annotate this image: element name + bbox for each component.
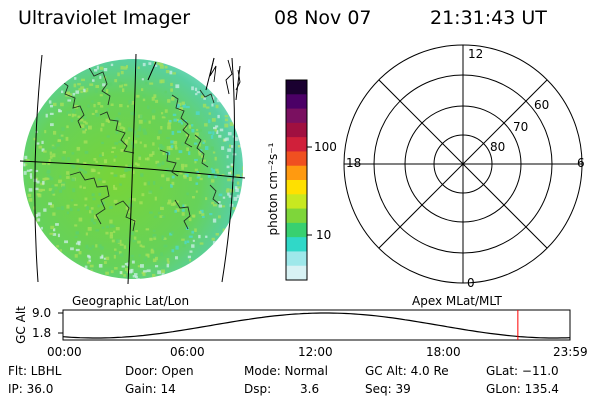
colorbar-band xyxy=(286,222,307,238)
lat-lon-grid xyxy=(19,53,246,285)
geo-image xyxy=(19,53,246,285)
colorbar-band xyxy=(286,194,307,210)
info-flt: Flt: LBHL xyxy=(8,364,62,378)
geo-panel-label: Geographic Lat/Lon xyxy=(72,294,190,308)
colorbar-band xyxy=(286,137,307,153)
offdisc-contours xyxy=(209,57,241,95)
lat-label-80: 80 xyxy=(490,140,506,154)
date-label: 08 Nov 07 xyxy=(274,7,372,29)
colorbar-band xyxy=(286,94,307,110)
colorbar-band xyxy=(286,180,307,195)
info-dsp-value: 3.6 xyxy=(300,382,320,396)
info-gc-alt: GC Alt: 4.0 Re xyxy=(365,364,449,378)
altitude-plot xyxy=(58,309,571,341)
info-dsp-label: Dsp: xyxy=(244,382,272,396)
colorbar-band xyxy=(286,265,307,281)
alt-ticks xyxy=(58,312,63,334)
colorbar-band xyxy=(286,122,307,138)
info-seq: Seq: 39 xyxy=(365,382,411,396)
altitude-curve xyxy=(62,312,571,339)
instrument-title: Ultraviolet Imager xyxy=(18,7,191,29)
info-gain: Gain: 14 xyxy=(125,382,176,396)
mlt-label-6: 6 xyxy=(577,156,585,170)
mlt-label-0: 0 xyxy=(467,276,475,290)
time-label: 21:31:43 UT xyxy=(430,7,547,29)
mlt-label-18: 18 xyxy=(346,156,362,170)
colorbar-band xyxy=(286,108,307,124)
coastlines xyxy=(59,65,220,232)
alt-ytick-9: 9.0 xyxy=(32,306,52,320)
polar-panel-label: Apex MLat/MLT xyxy=(412,294,502,308)
xtick-0000: 00:00 xyxy=(47,345,82,359)
xtick-2359: 23:59 xyxy=(553,345,588,359)
lat-label-70: 70 xyxy=(513,120,529,134)
polar-plot xyxy=(343,44,583,284)
colorbar-tick-10: 10 xyxy=(316,228,332,242)
colorbar-ticks xyxy=(307,146,312,236)
info-mode: Mode: Normal xyxy=(244,364,328,378)
alt-ylabel: GC Alt xyxy=(14,306,28,344)
colorbar-unit-label: photon cm⁻²s⁻¹ xyxy=(266,142,280,236)
colorbar-band xyxy=(286,80,307,95)
xtick-1800: 18:00 xyxy=(426,345,461,359)
info-door: Door: Open xyxy=(125,364,194,378)
colorbar-band xyxy=(286,237,307,253)
colorbar-band xyxy=(286,251,307,267)
info-glat: GLat: −11.0 xyxy=(486,364,559,378)
colorbar-tick-100: 100 xyxy=(314,140,337,154)
xtick-1200: 12:00 xyxy=(298,345,333,359)
info-glon: GLon: 135.4 xyxy=(486,382,559,396)
mlt-label-12: 12 xyxy=(468,47,484,61)
info-ip: IP: 36.0 xyxy=(8,382,54,396)
alt-ytick-1.8: 1.8 xyxy=(32,326,52,340)
colorbar xyxy=(285,79,312,281)
lat-label-60: 60 xyxy=(534,98,550,112)
colorbar-band xyxy=(286,151,307,167)
colorbar-band xyxy=(286,208,307,224)
xtick-0600: 06:00 xyxy=(170,345,205,359)
colorbar-band xyxy=(286,165,307,181)
